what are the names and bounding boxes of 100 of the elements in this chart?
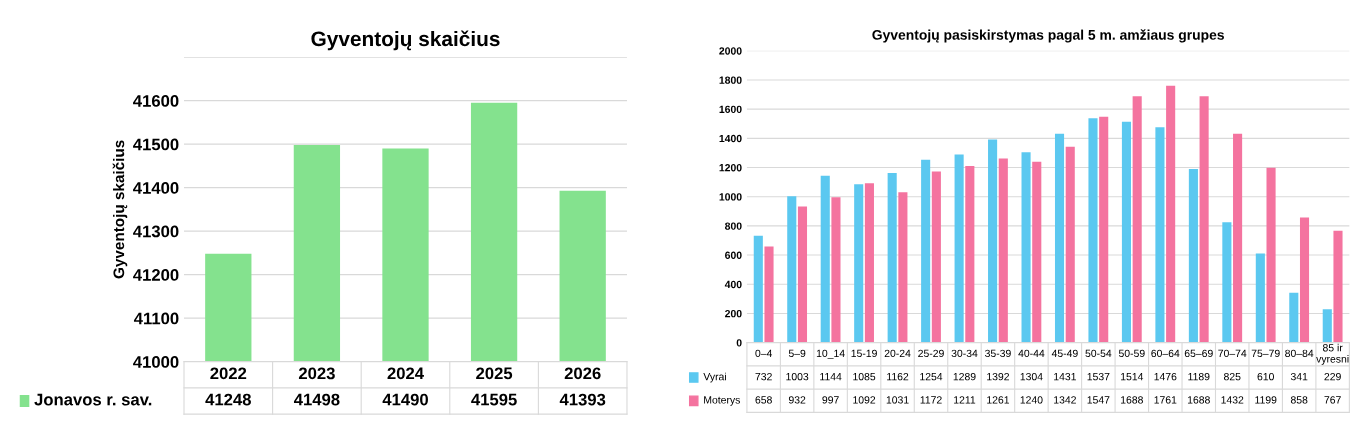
bar xyxy=(854,184,864,343)
data-label: 341 xyxy=(1290,372,1308,381)
data-label: 767 xyxy=(1324,396,1341,404)
x-tick-label: 50-54 xyxy=(1085,349,1112,358)
bar xyxy=(1121,121,1132,343)
data-label: 1476 xyxy=(1154,372,1177,381)
y-tick-label: 1200 xyxy=(719,164,742,172)
x-tick-label: 65–69 xyxy=(1184,349,1213,358)
x-tick-label: 30-34 xyxy=(951,349,978,358)
bar xyxy=(1054,133,1065,343)
data-label: 1162 xyxy=(887,372,909,381)
x-tick-label: 40-44 xyxy=(1018,349,1045,358)
chart-title: Gyventojų pasiskirstymas pagal 5 m. amžiaus grupes xyxy=(872,29,1224,43)
y-tick-label: 1800 xyxy=(719,76,742,84)
data-label: 932 xyxy=(788,396,806,404)
legend-label: Jonavos r. sav. xyxy=(34,393,152,406)
bar xyxy=(965,165,975,343)
x-tick-label: 2023 xyxy=(298,367,335,380)
bar xyxy=(1188,169,1198,343)
bar xyxy=(998,158,1008,343)
x-tick-label: 85 ir vyresni xyxy=(1316,343,1349,365)
y-tick-label: 1600 xyxy=(719,105,742,114)
bar xyxy=(1132,96,1142,343)
x-tick-label: 50-59 xyxy=(1118,349,1145,358)
y-tick-label: 0 xyxy=(736,339,742,347)
data-label: 1085 xyxy=(853,372,876,381)
bar xyxy=(1266,167,1276,343)
y-tick-label: 41600 xyxy=(133,95,179,107)
bar xyxy=(1233,133,1243,343)
data-label: 41498 xyxy=(293,393,340,406)
bar xyxy=(1166,85,1176,343)
y-tick-label: 800 xyxy=(725,222,742,230)
data-label: 1761 xyxy=(1154,396,1177,404)
bar xyxy=(1289,292,1299,343)
data-label: 41490 xyxy=(382,393,428,406)
chart-title: Gyventojų skaičius xyxy=(311,30,500,51)
bar xyxy=(797,206,808,343)
x-tick-label: 2024 xyxy=(387,367,424,380)
bar xyxy=(1032,161,1042,343)
data-label: 1254 xyxy=(920,372,943,381)
bar xyxy=(787,196,797,343)
bar xyxy=(1088,118,1098,343)
y-tick-label: 41100 xyxy=(133,312,179,325)
data-label: 41248 xyxy=(205,393,251,406)
bar xyxy=(898,192,908,343)
data-label: 41393 xyxy=(559,393,606,406)
y-tick-label: 41500 xyxy=(133,138,179,151)
data-label: 1172 xyxy=(920,396,942,404)
bar xyxy=(954,154,964,343)
x-tick-label: 60–64 xyxy=(1151,349,1180,358)
y-tick-label: 400 xyxy=(724,280,742,289)
y-tick-label: 1400 xyxy=(719,134,742,143)
bar xyxy=(820,175,830,343)
x-tick-label: 80–84 xyxy=(1285,349,1314,358)
x-tick-label: 35-39 xyxy=(985,349,1011,358)
y-tick-label: 2000 xyxy=(719,47,742,55)
x-tick-label: 75–79 xyxy=(1251,349,1280,358)
bar xyxy=(1021,152,1031,343)
bar xyxy=(1222,222,1232,343)
data-label: 229 xyxy=(1324,372,1341,381)
bar xyxy=(1322,309,1332,343)
data-label: 1688 xyxy=(1187,396,1210,404)
data-label: 1092 xyxy=(853,396,876,404)
bar xyxy=(1299,217,1310,343)
legend-label: Vyrai xyxy=(703,372,726,383)
bar xyxy=(1255,253,1265,343)
x-tick-label: 5–9 xyxy=(788,349,806,358)
data-label: 1342 xyxy=(1054,396,1076,404)
data-label: 1514 xyxy=(1121,373,1144,381)
data-label: 1261 xyxy=(987,396,1010,404)
data-label: 1688 xyxy=(1121,396,1143,404)
x-tick-label: 45-49 xyxy=(1051,349,1078,358)
data-label: 1003 xyxy=(786,372,809,381)
data-label: 1547 xyxy=(1087,396,1110,404)
bar xyxy=(831,197,841,343)
data-label: 1537 xyxy=(1087,372,1110,381)
data-label: 1189 xyxy=(1188,372,1210,381)
y-tick-label: 41300 xyxy=(133,225,179,238)
x-tick-label: 15-19 xyxy=(851,349,877,358)
data-label: 732 xyxy=(755,372,772,381)
x-tick-label: 2026 xyxy=(564,367,601,380)
y-tick-label: 41400 xyxy=(133,182,179,194)
bar xyxy=(753,235,763,343)
bar xyxy=(1065,146,1075,343)
data-label: 1199 xyxy=(1255,396,1277,404)
bar xyxy=(1199,96,1209,343)
data-label: 1211 xyxy=(954,396,976,404)
data-label: 1031 xyxy=(886,396,909,404)
bar xyxy=(764,246,774,343)
y-axis-title: Gyventojų skaičius xyxy=(112,140,128,279)
y-tick-label: 1000 xyxy=(719,193,742,201)
data-label: 658 xyxy=(755,396,772,404)
data-label: 825 xyxy=(1223,372,1241,381)
data-label: 1240 xyxy=(1020,396,1043,404)
x-tick-label: 25-29 xyxy=(918,349,944,358)
x-tick-label: 70–74 xyxy=(1218,349,1247,358)
data-label: 1144 xyxy=(820,373,842,381)
bar xyxy=(1155,127,1165,343)
y-tick-label: 200 xyxy=(725,309,742,318)
bar xyxy=(864,183,874,343)
